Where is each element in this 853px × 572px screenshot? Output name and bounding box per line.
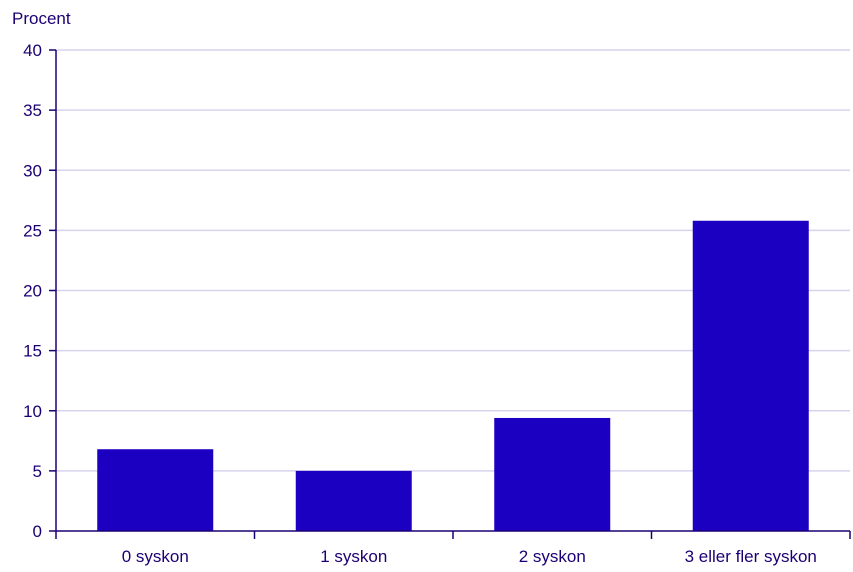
y-tick-label: 10 — [23, 402, 42, 421]
bar — [692, 220, 809, 531]
x-tick-label: 2 syskon — [519, 547, 586, 566]
y-tick-label: 5 — [33, 462, 42, 481]
axes — [49, 49, 851, 539]
bar — [494, 417, 611, 531]
y-tick-label: 25 — [23, 221, 42, 240]
x-tick-label: 1 syskon — [320, 547, 387, 566]
y-tick-label: 30 — [23, 161, 42, 180]
y-tick-label: 15 — [23, 342, 42, 361]
gridlines — [56, 49, 850, 472]
y-tick-label: 35 — [23, 101, 42, 120]
bar — [295, 470, 412, 531]
y-axis-title: Procent — [12, 9, 71, 28]
x-tick-label: 0 syskon — [122, 547, 189, 566]
bar — [97, 449, 214, 531]
bars — [97, 220, 809, 531]
y-tick-label: 0 — [33, 522, 42, 541]
x-tick-label: 3 eller fler syskon — [685, 547, 817, 566]
labels: 0 5 10 15 20 25 30 35 40 0 syskon 1 syskon 2 syskon… — [12, 9, 817, 566]
y-tick-label: 20 — [23, 282, 42, 301]
y-tick-label: 40 — [23, 41, 42, 60]
